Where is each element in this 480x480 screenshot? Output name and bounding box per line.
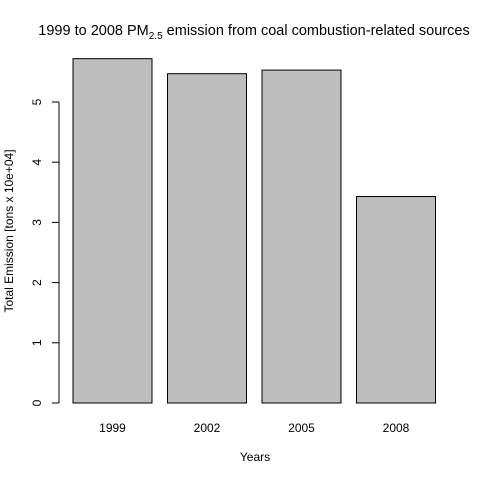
y-tick-label: 2 <box>30 279 44 286</box>
chart-title: 1999 to 2008 PM2.5 emission from coal co… <box>38 23 469 42</box>
y-axis-label: Total Emission [tons x 10e+04] <box>2 149 16 312</box>
bar-2002 <box>168 74 247 403</box>
x-tick-label: 2008 <box>383 421 410 435</box>
bar-2005 <box>262 70 341 403</box>
y-tick-label: 5 <box>30 98 44 105</box>
y-tick-label: 1 <box>30 339 44 346</box>
y-tick-label: 3 <box>30 219 44 226</box>
bar-series <box>73 59 436 403</box>
bar-1999 <box>73 59 152 403</box>
y-tick-label: 4 <box>30 159 44 166</box>
y-ticks: 0 1 2 3 4 5 <box>30 98 59 406</box>
bar-2008 <box>357 197 436 403</box>
x-tick-label: 2002 <box>194 421 221 435</box>
x-tick-label: 1999 <box>99 421 126 435</box>
x-tick-label: 2005 <box>288 421 315 435</box>
y-tick-label: 0 <box>30 399 44 406</box>
x-axis-label: Years <box>240 450 270 464</box>
x-tick-labels: 1999 2002 2005 2008 <box>99 421 410 435</box>
